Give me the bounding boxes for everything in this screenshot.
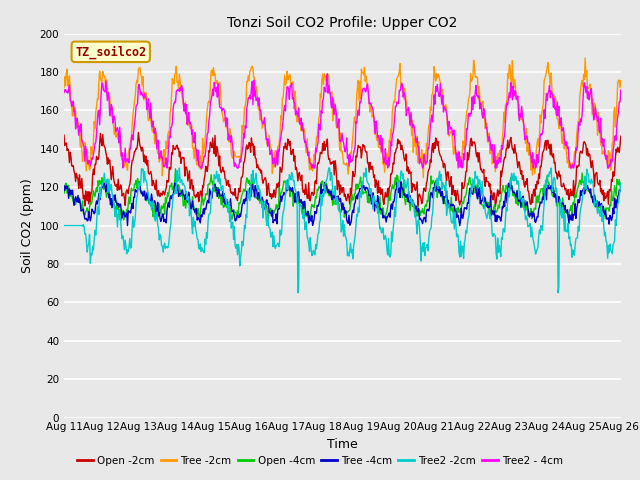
Tree2 - 4cm <box>185 109 193 115</box>
Tree2 - 4cm <box>428 112 436 118</box>
Tree -4cm <box>428 192 436 198</box>
Tree -2cm <box>214 78 221 84</box>
Y-axis label: Soil CO2 (ppm): Soil CO2 (ppm) <box>21 178 34 273</box>
Open -4cm <box>186 201 193 206</box>
Open -2cm <box>134 130 142 135</box>
Tree -4cm <box>70 203 78 208</box>
Open -4cm <box>428 181 436 187</box>
Tree2 - 4cm <box>128 132 136 138</box>
Open -2cm <box>617 133 625 139</box>
Open -2cm <box>492 204 499 209</box>
Tree2 -2cm <box>185 194 193 200</box>
Open -2cm <box>127 164 135 169</box>
Open -2cm <box>70 169 78 175</box>
Open -4cm <box>60 191 68 196</box>
Open -2cm <box>214 151 222 157</box>
Line: Tree -2cm: Tree -2cm <box>64 58 621 178</box>
Tree -2cm <box>60 85 68 91</box>
Open -2cm <box>428 159 435 165</box>
Tree -4cm <box>397 179 404 184</box>
Tree2 - 4cm <box>214 81 222 86</box>
Tree2 -2cm <box>617 180 625 186</box>
Open -4cm <box>128 188 136 193</box>
Line: Tree -4cm: Tree -4cm <box>64 181 621 226</box>
Tree2 -2cm <box>127 245 135 251</box>
Open -4cm <box>118 217 125 223</box>
Tree -2cm <box>70 113 78 119</box>
Tree -2cm <box>617 78 625 84</box>
Text: TZ_soilco2: TZ_soilco2 <box>75 45 147 59</box>
Tree -2cm <box>419 175 427 180</box>
Tree2 - 4cm <box>119 165 127 171</box>
Tree2 - 4cm <box>60 90 68 96</box>
Tree2 -2cm <box>214 179 222 184</box>
Open -4cm <box>617 184 625 190</box>
Tree2 -2cm <box>428 214 436 220</box>
Tree2 - 4cm <box>412 136 419 142</box>
Tree2 -2cm <box>294 290 301 296</box>
Tree -2cm <box>184 122 192 128</box>
Legend: Open -2cm, Tree -2cm, Open -4cm, Tree -4cm, Tree2 -2cm, Tree2 - 4cm: Open -2cm, Tree -2cm, Open -4cm, Tree -4… <box>73 452 567 470</box>
Tree2 - 4cm <box>70 109 78 115</box>
Tree -4cm <box>124 223 131 228</box>
Title: Tonzi Soil CO2 Profile: Upper CO2: Tonzi Soil CO2 Profile: Upper CO2 <box>227 16 458 30</box>
Tree -4cm <box>214 188 222 194</box>
Open -4cm <box>215 195 223 201</box>
Line: Tree2 - 4cm: Tree2 - 4cm <box>64 74 621 168</box>
Open -2cm <box>411 186 419 192</box>
Open -2cm <box>185 173 193 179</box>
Line: Open -2cm: Open -2cm <box>64 132 621 206</box>
Tree -2cm <box>410 136 418 142</box>
Tree -4cm <box>185 190 193 195</box>
Tree2 - 4cm <box>617 87 625 93</box>
Open -4cm <box>412 210 419 216</box>
Open -2cm <box>60 132 68 138</box>
Tree -2cm <box>428 108 435 113</box>
Tree -2cm <box>127 134 135 140</box>
Open -4cm <box>172 166 179 172</box>
Line: Tree2 -2cm: Tree2 -2cm <box>64 168 621 293</box>
Tree2 - 4cm <box>323 71 331 77</box>
Tree -4cm <box>412 206 419 212</box>
Tree -4cm <box>128 201 136 206</box>
Tree -4cm <box>617 188 625 193</box>
Open -4cm <box>70 200 78 205</box>
Tree2 -2cm <box>175 165 183 171</box>
X-axis label: Time: Time <box>327 438 358 451</box>
Tree2 -2cm <box>60 223 68 228</box>
Tree -4cm <box>60 183 68 189</box>
Tree2 -2cm <box>412 210 419 216</box>
Tree2 -2cm <box>70 223 78 228</box>
Line: Open -4cm: Open -4cm <box>64 169 621 220</box>
Tree -2cm <box>581 55 589 61</box>
